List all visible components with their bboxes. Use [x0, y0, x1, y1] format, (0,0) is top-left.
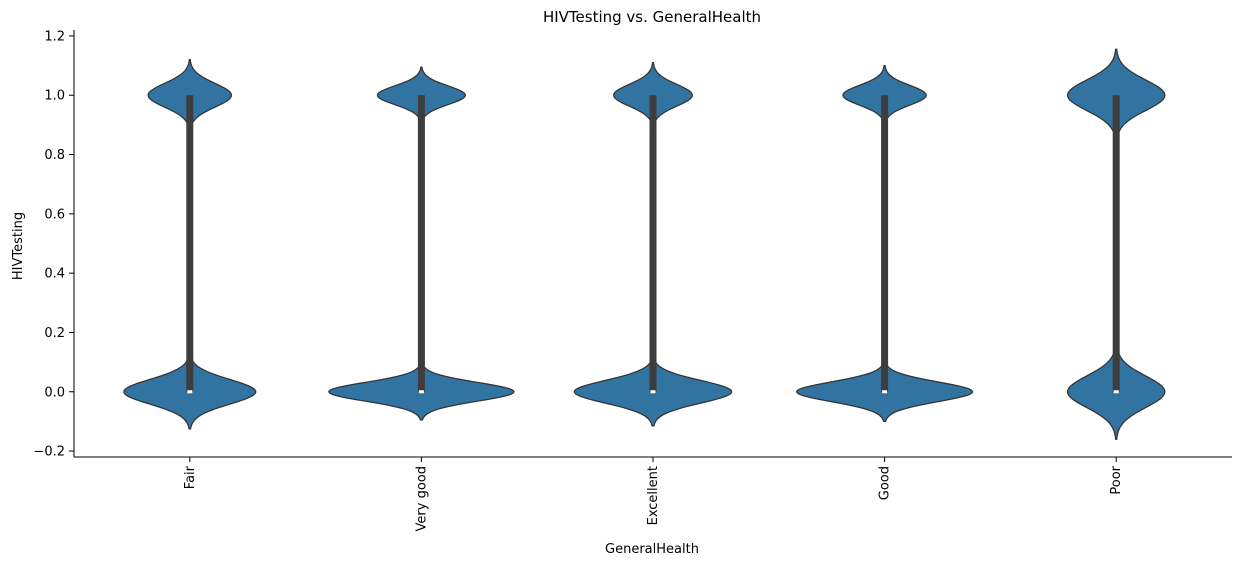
x-axis-title: GeneralHealth	[605, 542, 699, 557]
median-marker-good	[882, 390, 888, 394]
iqr-box-excellent	[649, 95, 657, 392]
y-tick-label: 0.6	[44, 207, 65, 222]
iqr-box-fair	[186, 95, 194, 392]
x-tick-label: Excellent	[646, 466, 661, 525]
y-tick-label: 0.4	[44, 267, 65, 282]
y-tick-label: 0.2	[44, 326, 65, 341]
iqr-box-poor	[1112, 95, 1120, 392]
chart-title: HIVTesting vs. GeneralHealth	[543, 8, 761, 26]
y-tick-label: 0.0	[44, 385, 65, 400]
x-tick-label: Very good	[414, 466, 429, 531]
y-tick-label: 1.0	[44, 89, 65, 104]
median-marker-fair	[187, 390, 193, 394]
y-tick-label: 0.8	[44, 148, 65, 163]
iqr-box-good	[881, 95, 889, 392]
x-tick-label: Fair	[183, 465, 198, 489]
y-tick-label: −0.2	[33, 445, 65, 460]
median-marker-very-good	[418, 390, 424, 394]
median-marker-poor	[1113, 390, 1119, 394]
x-tick-label: Poor	[1109, 465, 1124, 494]
y-axis: −0.2 0.0 0.2 0.4 0.6 0.8 1.0 1.2	[33, 29, 75, 460]
median-marker-excellent	[650, 390, 656, 394]
violins-group	[123, 48, 1166, 440]
x-axis: Fair Very good Excellent Good Poor	[74, 456, 1232, 531]
y-tick-label: 1.2	[44, 29, 65, 44]
x-tick-label: Good	[878, 466, 893, 500]
iqr-box-very-good	[417, 95, 425, 392]
y-axis-title: HIVTesting	[11, 212, 26, 280]
